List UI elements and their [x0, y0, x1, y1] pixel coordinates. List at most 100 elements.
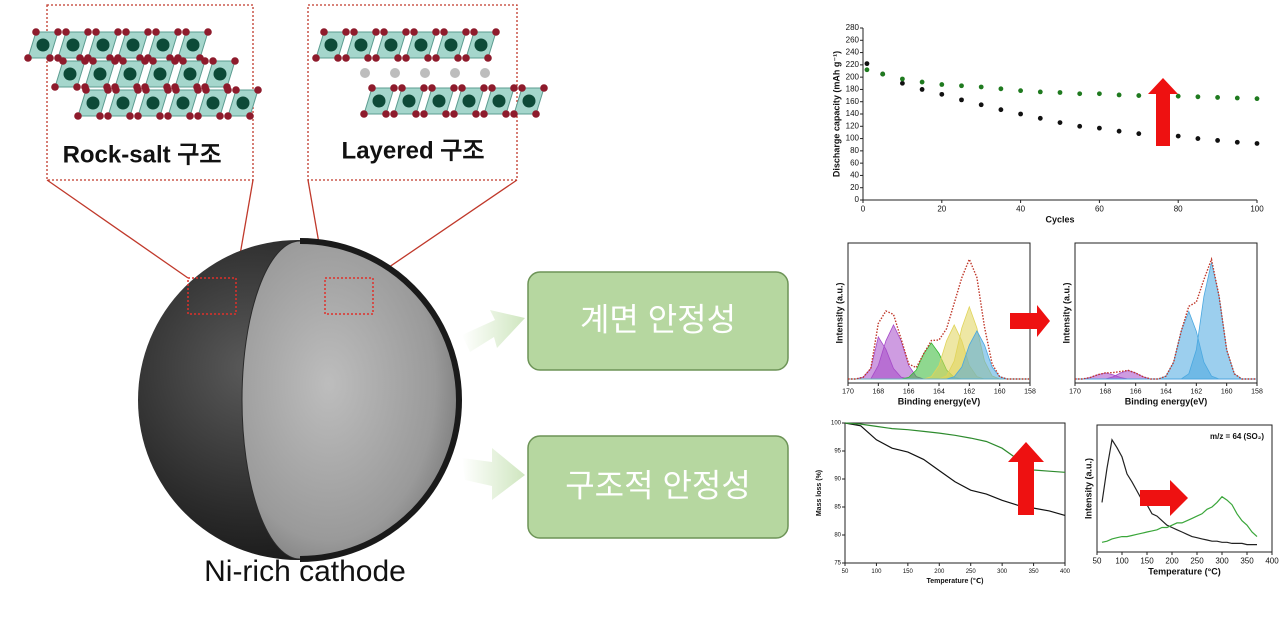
y-tick-label: 220	[846, 60, 860, 69]
oxygen-atom	[51, 83, 59, 91]
x-tick-label: 150	[903, 569, 914, 575]
data-point	[1254, 96, 1260, 102]
trend-arrow	[1140, 480, 1188, 516]
metal-atom	[183, 67, 197, 81]
oxygen-atom	[182, 28, 190, 36]
y-tick-label: 90	[834, 477, 841, 483]
oxygen-atom	[470, 28, 478, 36]
oxygen-atom	[122, 28, 130, 36]
oxygen-atom	[59, 57, 67, 65]
data-point	[998, 86, 1004, 92]
data-point	[1057, 120, 1063, 125]
oxygen-atom	[152, 28, 160, 36]
structure-label: Rock-salt 구조	[63, 141, 222, 168]
x-tick-label: 50	[842, 569, 849, 575]
oxygen-atom	[119, 57, 127, 65]
oxygen-atom	[420, 84, 428, 92]
x-tick-label: 150	[1140, 557, 1154, 566]
particle-label: Ni-rich cathode	[204, 555, 406, 588]
y-tick-label: 80	[834, 533, 841, 539]
oxygen-atom	[164, 112, 172, 120]
x-tick-label: 168	[872, 389, 884, 396]
y-tick-label: 60	[850, 158, 859, 167]
oxygen-atom	[390, 110, 398, 118]
zoom-line	[372, 179, 518, 279]
x-tick-label: 100	[871, 569, 882, 575]
data-point	[900, 80, 905, 86]
x-tick-label: 158	[1251, 389, 1263, 396]
annotation: m/z = 64 (SO₂)	[1210, 432, 1264, 441]
zoom-line	[46, 179, 189, 279]
oxygen-atom	[111, 57, 119, 65]
inset-frame	[307, 4, 518, 181]
metal-atom	[522, 94, 536, 108]
oxygen-atom	[74, 112, 82, 120]
oxygen-atom	[224, 86, 232, 94]
data-point	[959, 97, 964, 103]
x-axis-label: Binding energy(eV)	[1125, 396, 1208, 406]
oxygen-atom	[209, 57, 217, 65]
oxygen-atom	[82, 86, 90, 94]
oxygen-atom	[134, 112, 142, 120]
oxygen-atom	[510, 110, 518, 118]
oxygen-atom	[442, 110, 450, 118]
data-point	[1097, 91, 1102, 97]
metal-atom	[384, 38, 398, 52]
x-tick-label: 350	[1240, 557, 1254, 566]
oxygen-atom	[32, 28, 40, 36]
y-tick-label: 160	[846, 97, 860, 106]
metal-atom	[414, 38, 428, 52]
oxygen-atom	[134, 86, 142, 94]
flow-arrow	[462, 310, 525, 352]
x-tick-label: 100	[1115, 557, 1129, 566]
data-point	[880, 71, 886, 77]
oxygen-atom	[194, 112, 202, 120]
oxygen-atom	[480, 110, 488, 118]
trend-arrow	[1010, 305, 1050, 337]
oxygen-atom	[472, 110, 480, 118]
x-tick-label: 100	[1250, 205, 1264, 214]
component-peak	[848, 330, 1030, 380]
data-point	[1195, 94, 1201, 100]
data-point	[1234, 95, 1240, 101]
effect-label: 계면 안정성	[580, 301, 736, 337]
lithium-atom	[360, 68, 370, 78]
oxygen-atom	[144, 28, 152, 36]
oxygen-atom	[420, 110, 428, 118]
oxygen-atom	[149, 57, 157, 65]
metal-atom	[372, 94, 386, 108]
crystal-structures	[24, 28, 548, 120]
y-tick-label: 100	[846, 134, 860, 143]
metal-atom	[146, 96, 160, 110]
data-point	[1057, 90, 1063, 95]
x-tick-label: 50	[1093, 557, 1102, 566]
oxygen-atom	[179, 57, 187, 65]
oxygen-atom	[142, 86, 150, 94]
oxygen-atom	[402, 54, 410, 62]
oxygen-atom	[342, 28, 350, 36]
lithium-atom	[450, 68, 460, 78]
data-point	[1018, 111, 1023, 117]
y-tick-label: 260	[846, 35, 860, 44]
metal-atom	[123, 67, 137, 81]
oxygen-atom	[194, 86, 202, 94]
oxygen-atom	[141, 57, 149, 65]
particle-cross-section	[241, 240, 460, 560]
oxygen-atom	[394, 54, 402, 62]
y-tick-label: 85	[834, 505, 841, 511]
metal-atom	[176, 96, 190, 110]
x-tick-label: 160	[1221, 389, 1233, 396]
x-axis-label: Temperature (℃)	[927, 577, 984, 585]
data-point	[998, 107, 1004, 113]
data-point	[1037, 115, 1043, 121]
structure-label: Layered 구조	[342, 137, 485, 164]
metal-atom	[432, 94, 446, 108]
x-tick-label: 40	[1016, 205, 1025, 214]
metal-atom	[444, 38, 458, 52]
metal-atom	[213, 67, 227, 81]
y-tick-label: 200	[846, 72, 860, 81]
metal-atom	[236, 96, 250, 110]
oxygen-atom	[320, 28, 328, 36]
metal-atom	[462, 94, 476, 108]
x-tick-label: 80	[1174, 205, 1183, 214]
